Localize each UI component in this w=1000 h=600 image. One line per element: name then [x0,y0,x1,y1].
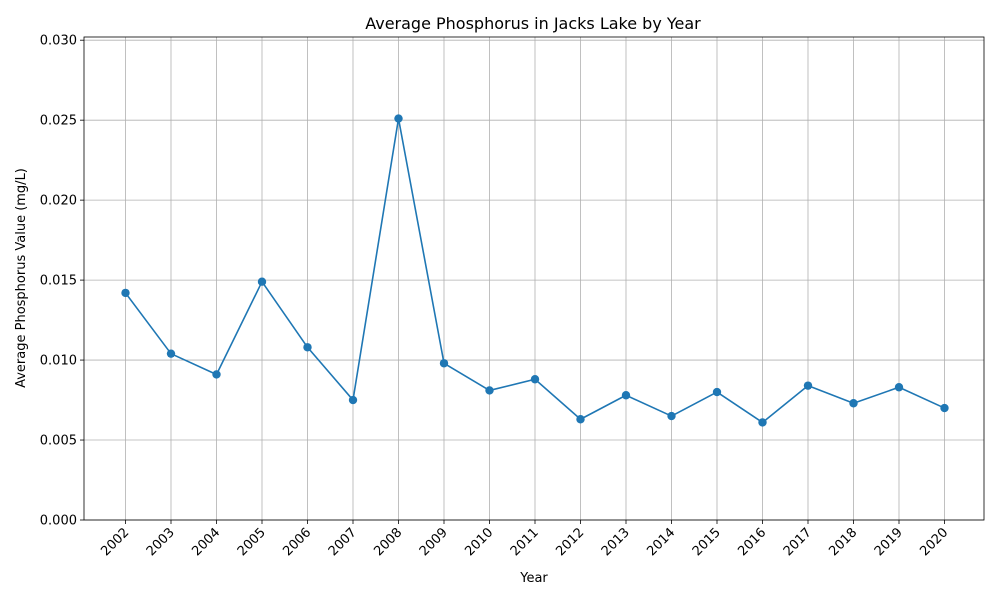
data-point [667,411,676,421]
x-tick-label: 2008 [371,525,405,559]
grid [84,37,984,521]
data-point [530,375,540,384]
data-point [348,395,358,405]
x-tick-label: 2004 [189,525,223,559]
y-tick-label: 0.025 [40,114,77,129]
data-point [257,277,267,286]
data-point [803,381,813,390]
y-tick-label: 0.020 [40,194,77,209]
x-axis-label: Year [519,571,548,586]
x-tick-label: 2018 [826,525,860,559]
x-tick-label: 2006 [280,525,314,559]
x-tick-label: 2015 [690,525,724,559]
data-point [621,391,631,400]
chart-title: Average Phosphorus in Jacks Lake by Year [365,14,701,33]
x-tick-label: 2002 [98,525,132,559]
x-tick-label: 2017 [781,525,815,559]
x-tick-label: 2007 [326,525,360,559]
x-tick-label: 2014 [644,525,678,559]
y-axis-label: Average Phosphorus Value (mg/L) [14,168,29,388]
x-tick-label: 2013 [599,525,633,559]
x-tick-label: 2020 [917,525,951,559]
x-tick-label: 2009 [417,525,451,559]
x-axis: 2002 2003 2004 2005 2006 2007 2008 2009 2010 2011… [98,520,951,559]
data-point [303,343,312,352]
y-tick-label: 0.030 [40,34,77,49]
data-point [894,383,904,392]
data-point [212,370,221,379]
data-point [439,359,449,368]
y-tick-label: 0.015 [40,274,77,289]
data-point [485,386,494,395]
x-tick-label: 2010 [462,525,496,559]
y-tick-label: 0.005 [40,434,77,449]
y-tick-label: 0.010 [40,354,77,369]
y-tick-label: 0.000 [40,514,77,529]
data-point [576,415,585,424]
data-point [166,349,176,358]
plot-frame [83,36,985,521]
data-point [394,114,403,123]
data-point [940,403,949,413]
x-tick-label: 2003 [144,525,178,559]
y-axis: 0.000 0.005 0.010 0.015 0.020 0.025 0.030 [40,34,84,529]
data-point [712,387,722,397]
x-tick-label: 2019 [872,525,906,559]
series-phosphorus [121,114,949,427]
data-point [849,399,858,408]
x-tick-label: 2005 [235,525,269,559]
x-tick-label: 2012 [553,525,587,559]
x-tick-label: 2016 [735,525,769,559]
data-point [758,418,767,427]
data-point [121,288,130,298]
x-tick-label: 2011 [508,525,542,559]
